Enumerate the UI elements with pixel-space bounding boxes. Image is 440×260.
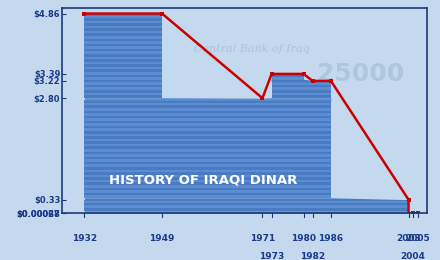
Text: 1982: 1982 [300, 252, 325, 260]
Polygon shape [84, 8, 418, 213]
Text: 2003: 2003 [396, 234, 421, 243]
Text: 1980: 1980 [291, 234, 316, 243]
Text: 1932: 1932 [72, 234, 97, 243]
Text: HISTORY OF IRAQI DINAR: HISTORY OF IRAQI DINAR [109, 174, 297, 187]
Text: 2005: 2005 [405, 234, 430, 243]
Text: 2004: 2004 [401, 252, 425, 260]
Text: 1971: 1971 [250, 234, 275, 243]
Text: 1949: 1949 [149, 234, 175, 243]
Text: Central Bank of Iraq: Central Bank of Iraq [194, 44, 309, 54]
Text: 1986: 1986 [319, 234, 344, 243]
Text: 1973: 1973 [259, 252, 284, 260]
Text: 25000: 25000 [317, 62, 405, 86]
